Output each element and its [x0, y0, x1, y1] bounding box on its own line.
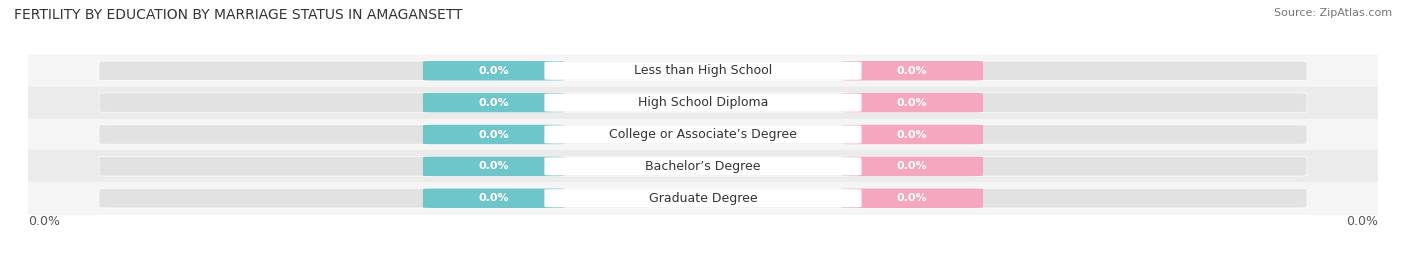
Text: FERTILITY BY EDUCATION BY MARRIAGE STATUS IN AMAGANSETT: FERTILITY BY EDUCATION BY MARRIAGE STATU… — [14, 8, 463, 22]
FancyBboxPatch shape — [423, 189, 565, 208]
Text: High School Diploma: High School Diploma — [638, 96, 768, 109]
Text: 0.0%: 0.0% — [478, 161, 509, 171]
FancyBboxPatch shape — [841, 157, 983, 176]
Bar — [28, 182, 1378, 214]
Bar — [28, 119, 1378, 150]
FancyBboxPatch shape — [98, 93, 1308, 112]
Text: 0.0%: 0.0% — [897, 193, 928, 203]
FancyBboxPatch shape — [544, 94, 862, 112]
Text: College or Associate’s Degree: College or Associate’s Degree — [609, 128, 797, 141]
FancyBboxPatch shape — [544, 157, 862, 175]
FancyBboxPatch shape — [841, 61, 983, 80]
FancyBboxPatch shape — [423, 61, 565, 80]
FancyBboxPatch shape — [423, 125, 565, 144]
FancyBboxPatch shape — [98, 61, 1308, 80]
FancyBboxPatch shape — [544, 125, 862, 144]
Text: 0.0%: 0.0% — [897, 161, 928, 171]
Text: Graduate Degree: Graduate Degree — [648, 192, 758, 205]
FancyBboxPatch shape — [841, 125, 983, 144]
FancyBboxPatch shape — [98, 157, 1308, 176]
Text: 0.0%: 0.0% — [478, 129, 509, 140]
Text: 0.0%: 0.0% — [28, 215, 60, 228]
FancyBboxPatch shape — [98, 125, 1308, 144]
FancyBboxPatch shape — [423, 93, 565, 112]
Text: 0.0%: 0.0% — [897, 129, 928, 140]
Text: 0.0%: 0.0% — [897, 98, 928, 108]
FancyBboxPatch shape — [98, 189, 1308, 208]
FancyBboxPatch shape — [841, 189, 983, 208]
Bar — [28, 55, 1378, 87]
Bar — [28, 87, 1378, 119]
FancyBboxPatch shape — [841, 93, 983, 112]
Text: 0.0%: 0.0% — [478, 98, 509, 108]
Text: 0.0%: 0.0% — [478, 66, 509, 76]
Bar — [28, 150, 1378, 182]
Text: Source: ZipAtlas.com: Source: ZipAtlas.com — [1274, 8, 1392, 18]
Text: Less than High School: Less than High School — [634, 64, 772, 77]
FancyBboxPatch shape — [544, 62, 862, 80]
Text: 0.0%: 0.0% — [1346, 215, 1378, 228]
Text: 0.0%: 0.0% — [897, 66, 928, 76]
Text: Bachelor’s Degree: Bachelor’s Degree — [645, 160, 761, 173]
Text: 0.0%: 0.0% — [478, 193, 509, 203]
FancyBboxPatch shape — [544, 189, 862, 207]
FancyBboxPatch shape — [423, 157, 565, 176]
